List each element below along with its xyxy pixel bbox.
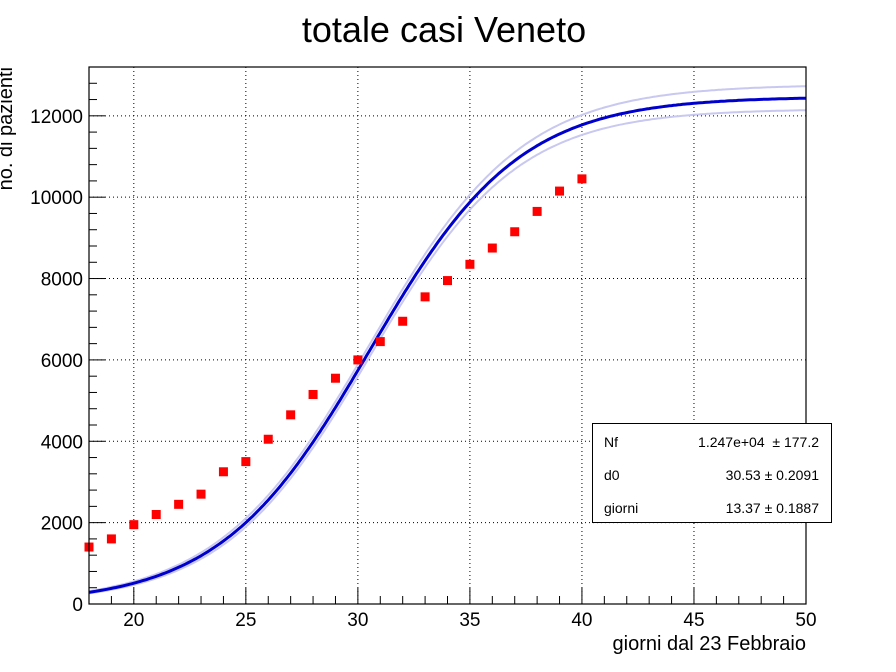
x-tick-label: 35: [459, 610, 480, 631]
x-tick-labels: 20 25 30 35 40 45 50: [123, 610, 816, 631]
stats-value: 13.37 ± 0.1887: [726, 498, 819, 518]
data-point: [375, 337, 385, 347]
data-point: [129, 520, 139, 530]
fit-curve: [88, 96, 806, 594]
x-tick-label: 20: [123, 610, 144, 631]
y-tick-label: 4000: [41, 432, 83, 453]
grid: [89, 67, 807, 604]
fit-band-lower: [88, 109, 806, 595]
data-point: [555, 186, 565, 196]
data-point: [218, 467, 228, 477]
data-point: [308, 389, 318, 399]
data-point: [174, 499, 184, 509]
x-axis-label: giorni dal 23 Febbraio: [613, 633, 806, 655]
fit-stats-box: Nf 1.247e+04 ± 177.2 d0 30.53 ± 0.2091 g…: [592, 423, 832, 523]
x-tick-label: 30: [347, 610, 368, 631]
data-point: [577, 174, 587, 184]
stats-number: 1.247e+04: [698, 434, 765, 450]
y-tick-label: 10000: [30, 188, 83, 209]
stats-row-giorni: giorni 13.37 ± 0.1887: [593, 498, 831, 518]
x-tick-label: 50: [795, 610, 816, 631]
data-point: [196, 489, 206, 499]
stats-number: 13.37: [725, 500, 761, 516]
stats-value: 30.53 ± 0.2091: [726, 465, 819, 485]
stats-name: d0: [604, 467, 620, 483]
y-tick-label: 0: [72, 595, 83, 616]
data-point: [398, 316, 408, 326]
data-point: [465, 259, 475, 269]
data-point: [106, 534, 116, 544]
stats-row-nf: Nf 1.247e+04 ± 177.2: [593, 432, 831, 452]
x-tick-label: 45: [683, 610, 704, 631]
data-point: [353, 355, 363, 365]
stats-error: ± 0.1887: [764, 500, 819, 516]
stats-value: 1.247e+04 ± 177.2: [698, 432, 819, 452]
fit-line: [88, 96, 806, 594]
stats-name: giorni: [604, 500, 639, 516]
axis-ticks: [88, 66, 807, 605]
data-point: [510, 227, 520, 237]
y-tick-labels: 0 2000 4000 6000 8000 10000 12000: [30, 107, 83, 616]
x-tick-label: 25: [235, 610, 256, 631]
data-points: [84, 174, 587, 552]
y-tick-label: 6000: [41, 351, 83, 372]
x-tick-label: 40: [571, 610, 592, 631]
y-tick-label: 12000: [30, 107, 83, 128]
data-point: [487, 243, 497, 253]
fit-confidence-band: [88, 85, 807, 595]
stats-error: ± 177.2: [772, 434, 819, 450]
y-tick-label: 2000: [41, 514, 83, 535]
stats-number: 30.53: [725, 467, 761, 483]
data-point: [241, 457, 251, 467]
stats-row-d0: d0 30.53 ± 0.2091: [593, 465, 831, 485]
data-point: [330, 373, 340, 383]
chart-title: totale casi Veneto: [302, 9, 586, 50]
data-point: [443, 276, 452, 286]
data-point: [263, 434, 273, 444]
data-point: [420, 292, 430, 302]
data-point: [532, 206, 542, 216]
stats-error: ± 0.2091: [764, 467, 819, 483]
plot-frame: [88, 66, 807, 605]
y-tick-label: 8000: [41, 270, 83, 291]
data-point: [151, 510, 161, 519]
data-point: [286, 410, 296, 420]
y-axis-label: no. di pazienti: [0, 67, 17, 190]
fit-band-upper: [88, 85, 807, 593]
stats-name: Nf: [604, 434, 618, 450]
